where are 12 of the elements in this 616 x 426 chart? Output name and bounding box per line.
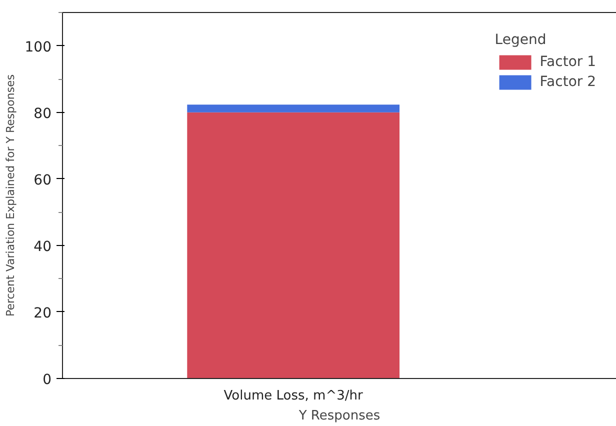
y-tick-label: 100 — [24, 39, 52, 56]
y-tick-label: 60 — [34, 172, 52, 188]
legend-label: Factor 1 — [540, 54, 596, 70]
y-tick-label: 80 — [34, 106, 52, 122]
y-tick-label: 0 — [42, 372, 52, 388]
x-tick-label: Volume Loss, m^3/hr — [224, 388, 364, 404]
y-tick-label: 40 — [34, 238, 52, 255]
legend-label: Factor 2 — [540, 74, 596, 90]
x-axis-title: Y Responses — [298, 408, 380, 424]
legend-title: Legend — [494, 32, 548, 48]
y-tick-label: 20 — [34, 305, 52, 322]
y-axis-title: Percent Variation Explained for Y Responses — [4, 74, 17, 317]
